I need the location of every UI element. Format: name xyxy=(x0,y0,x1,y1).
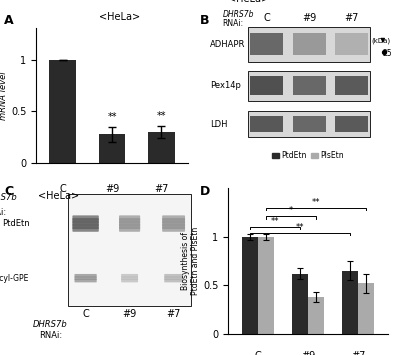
Legend: PtdEtn, PlsEtn: PtdEtn, PlsEtn xyxy=(269,148,347,163)
FancyBboxPatch shape xyxy=(162,218,185,224)
Text: A: A xyxy=(4,14,14,27)
Text: RNAi:: RNAi: xyxy=(0,208,6,217)
FancyBboxPatch shape xyxy=(293,76,326,95)
Bar xyxy=(292,274,308,334)
Text: C: C xyxy=(60,184,66,193)
Bar xyxy=(98,134,126,163)
FancyBboxPatch shape xyxy=(335,76,368,95)
FancyBboxPatch shape xyxy=(121,276,138,280)
Text: #9: #9 xyxy=(105,184,119,193)
Text: DHRS7b: DHRS7b xyxy=(223,10,254,19)
Text: DHRS7b: DHRS7b xyxy=(0,193,18,202)
FancyBboxPatch shape xyxy=(250,116,284,132)
Text: #9: #9 xyxy=(301,351,315,355)
Text: #7: #7 xyxy=(154,184,168,193)
FancyBboxPatch shape xyxy=(72,221,99,226)
Text: C: C xyxy=(82,309,89,320)
Text: C: C xyxy=(264,13,270,23)
Bar xyxy=(148,132,174,163)
FancyBboxPatch shape xyxy=(335,33,368,55)
Text: *: * xyxy=(289,206,293,215)
Text: 25: 25 xyxy=(382,49,392,58)
Y-axis label: Relative DHRS7b
mRNA level: Relative DHRS7b mRNA level xyxy=(0,60,8,132)
Text: ADHAPR: ADHAPR xyxy=(210,39,245,49)
FancyBboxPatch shape xyxy=(335,116,368,132)
Text: 2-acyl-GPE: 2-acyl-GPE xyxy=(0,274,29,283)
FancyBboxPatch shape xyxy=(119,226,140,232)
Bar xyxy=(242,237,258,334)
Text: LDH: LDH xyxy=(210,120,227,129)
FancyBboxPatch shape xyxy=(121,279,138,282)
FancyBboxPatch shape xyxy=(293,33,326,55)
Text: PtdEtn: PtdEtn xyxy=(2,219,29,228)
Text: B: B xyxy=(200,14,210,27)
FancyBboxPatch shape xyxy=(248,71,370,101)
FancyBboxPatch shape xyxy=(72,215,99,221)
Text: **: ** xyxy=(296,223,304,232)
Text: **: ** xyxy=(107,112,117,122)
Text: **: ** xyxy=(156,111,166,121)
FancyBboxPatch shape xyxy=(250,33,284,55)
FancyBboxPatch shape xyxy=(72,226,99,232)
FancyBboxPatch shape xyxy=(164,279,183,282)
Text: <HeLa>: <HeLa> xyxy=(38,191,79,201)
FancyBboxPatch shape xyxy=(119,215,140,221)
FancyBboxPatch shape xyxy=(74,279,97,282)
FancyBboxPatch shape xyxy=(248,27,370,61)
FancyBboxPatch shape xyxy=(119,221,140,226)
Text: (kDa): (kDa) xyxy=(371,37,390,44)
Text: #7: #7 xyxy=(351,351,365,355)
FancyBboxPatch shape xyxy=(162,224,185,229)
Text: RNAi:: RNAi: xyxy=(223,19,244,28)
Bar xyxy=(308,297,324,334)
Bar xyxy=(358,283,374,334)
Y-axis label: Biosynthesis of
PtdEtn and PlsEtn: Biosynthesis of PtdEtn and PlsEtn xyxy=(181,227,200,295)
Text: RNAi:: RNAi: xyxy=(39,331,62,340)
FancyBboxPatch shape xyxy=(119,218,140,224)
FancyBboxPatch shape xyxy=(250,76,284,95)
FancyBboxPatch shape xyxy=(68,194,191,306)
FancyBboxPatch shape xyxy=(293,116,326,132)
FancyBboxPatch shape xyxy=(248,111,370,137)
FancyBboxPatch shape xyxy=(164,274,183,278)
FancyBboxPatch shape xyxy=(164,276,183,280)
Text: **: ** xyxy=(271,217,279,226)
FancyBboxPatch shape xyxy=(121,274,138,278)
Text: <HeLa>: <HeLa> xyxy=(99,12,140,22)
FancyBboxPatch shape xyxy=(72,218,99,224)
Text: #9: #9 xyxy=(302,13,316,23)
Text: **: ** xyxy=(312,198,320,207)
Bar xyxy=(50,60,76,163)
FancyBboxPatch shape xyxy=(119,224,140,229)
Text: #7: #7 xyxy=(344,13,359,23)
Text: #9: #9 xyxy=(122,309,137,320)
FancyBboxPatch shape xyxy=(162,226,185,232)
Text: Pex14p: Pex14p xyxy=(210,81,241,90)
FancyBboxPatch shape xyxy=(74,274,97,278)
Bar xyxy=(258,237,274,334)
Text: DHRS7b: DHRS7b xyxy=(33,320,68,329)
Text: #7: #7 xyxy=(166,309,181,320)
Text: C: C xyxy=(255,351,261,355)
FancyBboxPatch shape xyxy=(74,276,97,280)
Bar xyxy=(342,271,358,334)
Text: C: C xyxy=(4,185,13,198)
Text: D: D xyxy=(200,185,210,198)
Text: <HeLa>: <HeLa> xyxy=(228,0,269,4)
FancyBboxPatch shape xyxy=(162,221,185,226)
FancyBboxPatch shape xyxy=(72,224,99,229)
FancyBboxPatch shape xyxy=(162,215,185,221)
